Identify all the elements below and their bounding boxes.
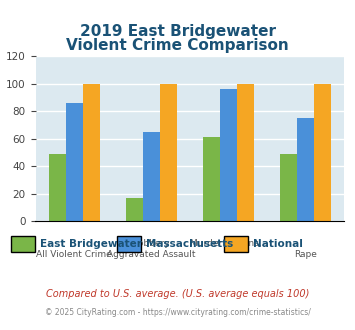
Text: Aggravated Assault: Aggravated Assault	[107, 250, 196, 259]
Bar	[49, 154, 66, 221]
Text: Violent Crime Comparison: Violent Crime Comparison	[66, 38, 289, 53]
Bar	[160, 83, 177, 221]
Bar	[220, 89, 237, 221]
Bar	[83, 83, 100, 221]
Bar	[203, 137, 220, 221]
Text: 2019 East Bridgewater: 2019 East Bridgewater	[80, 24, 275, 39]
Text: Compared to U.S. average. (U.S. average equals 100): Compared to U.S. average. (U.S. average …	[46, 289, 309, 299]
Text: Massachusetts: Massachusetts	[146, 239, 234, 249]
Text: All Violent Crime: All Violent Crime	[36, 250, 112, 259]
Bar	[126, 198, 143, 221]
Text: Murder & Mans...: Murder & Mans...	[190, 239, 267, 248]
Bar	[237, 83, 254, 221]
Bar	[280, 154, 297, 221]
Text: National: National	[253, 239, 302, 249]
Text: Robbery: Robbery	[132, 239, 170, 248]
Bar	[314, 83, 331, 221]
Text: Rape: Rape	[294, 250, 317, 259]
Text: East Bridgewater: East Bridgewater	[40, 239, 142, 249]
Text: © 2025 CityRating.com - https://www.cityrating.com/crime-statistics/: © 2025 CityRating.com - https://www.city…	[45, 308, 310, 317]
Bar	[297, 118, 314, 221]
Bar	[66, 103, 83, 221]
Bar	[143, 132, 160, 221]
